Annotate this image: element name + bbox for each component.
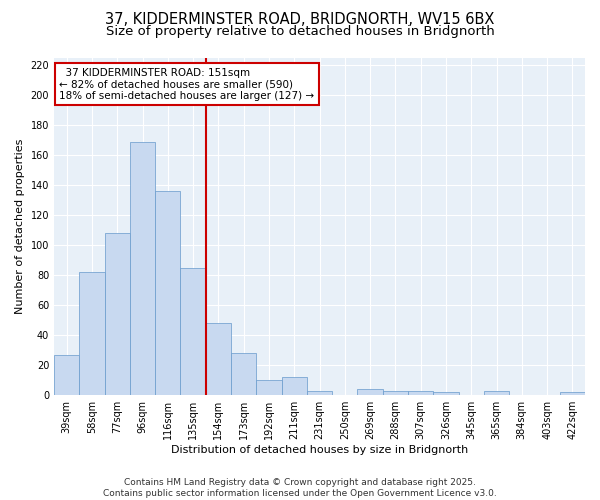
Bar bbox=[54, 354, 79, 395]
Bar bbox=[256, 380, 281, 395]
Text: 37, KIDDERMINSTER ROAD, BRIDGNORTH, WV15 6BX: 37, KIDDERMINSTER ROAD, BRIDGNORTH, WV15… bbox=[106, 12, 494, 28]
Text: 37 KIDDERMINSTER ROAD: 151sqm
← 82% of detached houses are smaller (590)
18% of : 37 KIDDERMINSTER ROAD: 151sqm ← 82% of d… bbox=[59, 68, 314, 101]
Bar bbox=[383, 390, 408, 395]
Bar bbox=[155, 191, 181, 395]
Text: Contains HM Land Registry data © Crown copyright and database right 2025.
Contai: Contains HM Land Registry data © Crown c… bbox=[103, 478, 497, 498]
Bar bbox=[281, 377, 307, 395]
Bar bbox=[484, 390, 509, 395]
Bar bbox=[231, 353, 256, 395]
Bar bbox=[408, 390, 433, 395]
Text: Size of property relative to detached houses in Bridgnorth: Size of property relative to detached ho… bbox=[106, 25, 494, 38]
Bar bbox=[307, 390, 332, 395]
Bar bbox=[181, 268, 206, 395]
Bar bbox=[358, 389, 383, 395]
Bar bbox=[130, 142, 155, 395]
Bar bbox=[104, 233, 130, 395]
Bar bbox=[79, 272, 104, 395]
X-axis label: Distribution of detached houses by size in Bridgnorth: Distribution of detached houses by size … bbox=[171, 445, 468, 455]
Bar bbox=[560, 392, 585, 395]
Bar bbox=[433, 392, 458, 395]
Y-axis label: Number of detached properties: Number of detached properties bbox=[15, 138, 25, 314]
Bar bbox=[206, 323, 231, 395]
